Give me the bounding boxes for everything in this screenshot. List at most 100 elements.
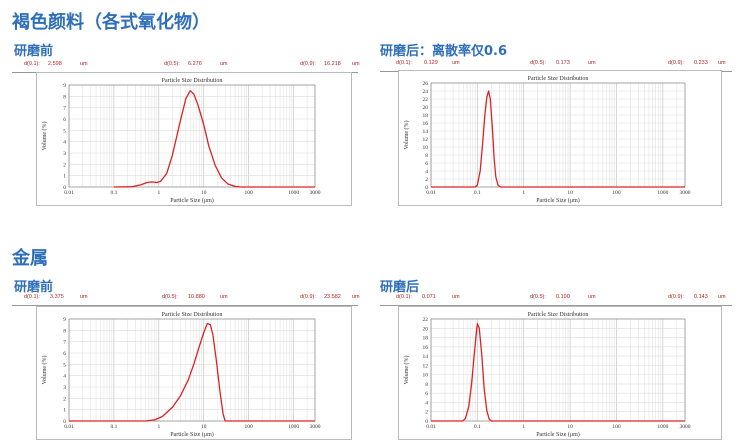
x-tick-label: 3000 — [310, 190, 321, 196]
chart-title: Particle Size Distribution — [162, 78, 223, 84]
x-tick-label: 10 — [567, 190, 573, 196]
x-tick-label: 100 — [612, 190, 621, 196]
x-tick-label: 1000 — [288, 190, 299, 196]
d09-value: 0.143 — [694, 294, 708, 300]
chart-title: Particle Size Distribution — [162, 312, 223, 318]
panel-subtitle: 研磨后：离散率仅0.6 — [380, 44, 508, 59]
d05-label: d(0.5): — [530, 294, 546, 300]
d05-value: 6.276 — [188, 61, 202, 67]
y-tick-label: 14 — [423, 354, 429, 360]
y-tick-label: 2 — [63, 396, 66, 402]
y-tick-label: 18 — [423, 113, 429, 119]
d01-value: 3.375 — [50, 294, 64, 300]
d01-label: d(0.1): — [24, 61, 40, 67]
x-tick-label: 1 — [157, 190, 160, 196]
unit: um — [80, 294, 88, 300]
x-tick-label: 10 — [201, 190, 207, 196]
unit: um — [588, 294, 596, 300]
y-tick-label: 16 — [423, 121, 429, 127]
y-tick-label: 14 — [423, 129, 429, 135]
y-tick-label: 10 — [423, 373, 429, 379]
y-tick-label: 6 — [63, 351, 66, 357]
plot-frame — [68, 318, 316, 422]
d09-label: d(0.9): — [300, 61, 316, 67]
y-tick-label: 24 — [423, 89, 429, 95]
stats-line: d(0.1): 2.598 um d(0.5): 6.276 um d(0.9)… — [12, 58, 360, 73]
d05-value: 0.100 — [556, 294, 570, 300]
y-tick-label: 5 — [63, 128, 66, 134]
chart-svg: Particle Size Distribution 0 1 2 3 4 5 6 7 8 9 0.01… — [41, 78, 321, 204]
x-tick-label: 100 — [612, 424, 621, 430]
unit: um — [718, 60, 726, 66]
y-tick-label: 20 — [423, 105, 429, 111]
y-tick-label: 22 — [423, 317, 429, 323]
x-tick-label: 10 — [567, 424, 573, 430]
unit: um — [352, 61, 360, 67]
series-line — [69, 322, 315, 422]
y-axis-label: Volume (%) — [41, 121, 48, 150]
y-tick-label: 1 — [63, 174, 66, 180]
d09-value: 16.218 — [324, 61, 341, 67]
stats-line: d(0.1): 0.071 um d(0.5): 0.100 um d(0.9)… — [380, 291, 732, 306]
d09-label: d(0.9): — [668, 294, 684, 300]
y-tick-label: 6 — [425, 391, 428, 397]
x-tick-label: 1000 — [657, 190, 668, 196]
x-tick-label: 1000 — [288, 424, 299, 430]
y-tick-label: 12 — [423, 363, 429, 369]
unit: um — [220, 61, 228, 67]
y-tick-label: 6 — [425, 161, 428, 167]
unit: um — [220, 294, 228, 300]
x-tick-label: 0.01 — [64, 190, 74, 196]
x-tick-label: 0.1 — [474, 424, 481, 430]
unit: um — [452, 294, 460, 300]
d01-label: d(0.1): — [396, 60, 412, 66]
y-tick-label: 3 — [63, 385, 66, 391]
x-tick-label: 0.1 — [110, 424, 117, 430]
y-tick-label: 2 — [63, 162, 66, 168]
x-axis-label: Particle Size (μm) — [170, 431, 214, 438]
unit: um — [452, 60, 460, 66]
y-tick-label: 8 — [425, 153, 428, 159]
x-tick-label: 100 — [245, 190, 254, 196]
y-tick-label: 0 — [425, 185, 428, 191]
y-axis-label: Volume (%) — [41, 355, 48, 384]
y-tick-label: 9 — [63, 317, 66, 323]
y-tick-label: 22 — [423, 97, 429, 103]
d09-value: 23.582 — [324, 294, 341, 300]
unit: um — [352, 294, 360, 300]
x-tick-label: 1000 — [657, 424, 668, 430]
plot-frame — [430, 82, 686, 188]
x-tick-label: 10 — [201, 424, 207, 430]
chart-svg: Particle Size Distribution 0 2 4 6 8 10 12 14 16 1… — [403, 312, 691, 438]
series-line — [431, 90, 685, 188]
d01-value: 0.071 — [422, 294, 436, 300]
x-axis-label: Particle Size (μm) — [536, 431, 580, 438]
y-tick-label: 4 — [425, 169, 428, 175]
y-axis-label: Volume (%) — [403, 355, 410, 384]
y-tick-label: 9 — [63, 83, 66, 89]
d01-value: 2.598 — [48, 61, 62, 67]
x-tick-label: 3000 — [680, 190, 691, 196]
y-tick-label: 0 — [63, 185, 66, 191]
d05-label: d(0.5): — [530, 60, 546, 66]
y-tick-label: 0 — [63, 419, 66, 425]
psd-chart-pigment-before: Particle Size Distribution 0 1 2 3 4 5 6 7 8 9 0.01… — [36, 72, 352, 206]
y-tick-label: 3 — [63, 151, 66, 157]
d05-value: 0.173 — [556, 60, 570, 66]
psd-chart-metal-before: Particle Size Distribution 0 1 2 3 4 5 6 7 8 9 0.01… — [36, 306, 352, 440]
y-tick-label: 12 — [423, 137, 429, 143]
psd-chart-pigment-after: Particle Size Distribution 0 2 4 6 8 10 12 14 16 1… — [398, 70, 722, 206]
x-tick-label: 1 — [522, 424, 525, 430]
y-tick-label: 4 — [425, 400, 428, 406]
y-tick-label: 16 — [423, 345, 429, 351]
d05-label: d(0.5): — [164, 61, 180, 67]
x-tick-label: 0.1 — [110, 190, 117, 196]
d09-label: d(0.9): — [300, 294, 316, 300]
d09-value: 0.233 — [694, 60, 708, 66]
x-axis-label: Particle Size (μm) — [536, 197, 580, 204]
x-tick-label: 0.1 — [474, 190, 481, 196]
series-line — [431, 322, 685, 422]
y-tick-label: 6 — [63, 117, 66, 123]
y-tick-label: 10 — [423, 145, 429, 151]
panel-subtitle: 研磨前 — [14, 44, 54, 59]
